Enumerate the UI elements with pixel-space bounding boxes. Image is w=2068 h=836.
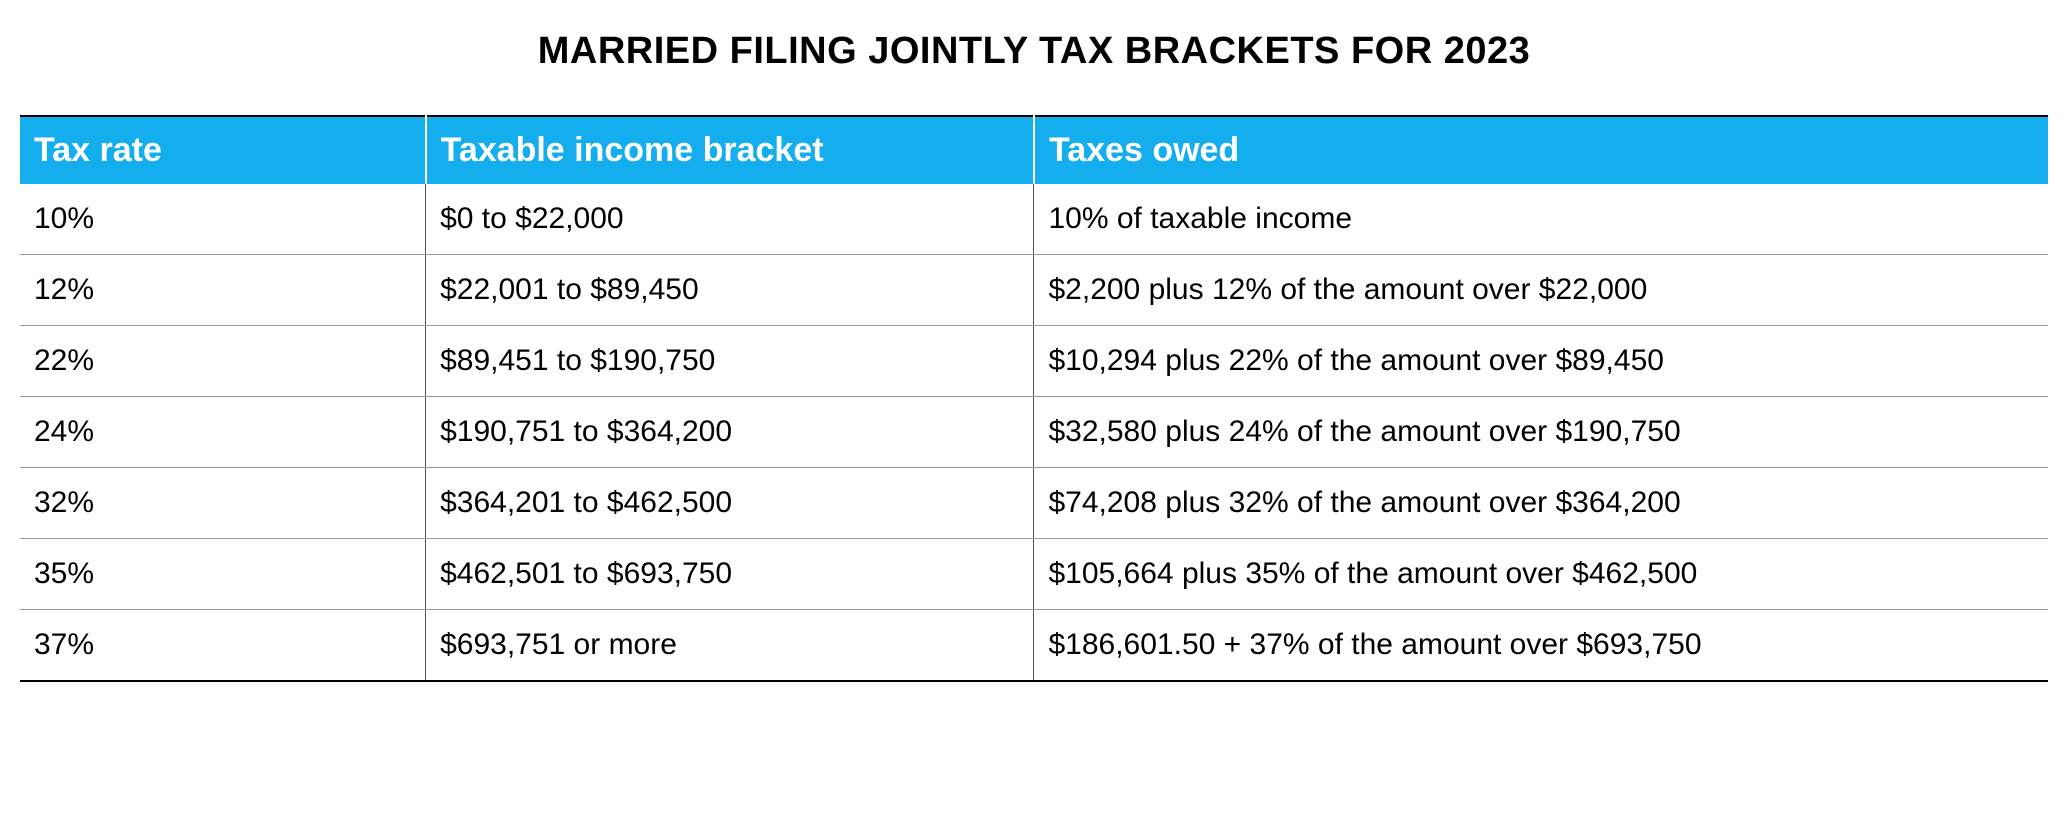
- tax-bracket-table: Tax rate Taxable income bracket Taxes ow…: [20, 115, 2048, 682]
- col-header-tax-rate: Tax rate: [20, 116, 426, 184]
- cell-income-bracket: $22,001 to $89,450: [426, 255, 1034, 326]
- page-title: MARRIED FILING JOINTLY TAX BRACKETS FOR …: [20, 30, 2048, 73]
- cell-income-bracket: $89,451 to $190,750: [426, 326, 1034, 397]
- cell-tax-rate: 24%: [20, 397, 426, 468]
- cell-income-bracket: $693,751 or more: [426, 610, 1034, 682]
- cell-taxes-owed: $10,294 plus 22% of the amount over $89,…: [1034, 326, 2048, 397]
- cell-taxes-owed: $2,200 plus 12% of the amount over $22,0…: [1034, 255, 2048, 326]
- table-row: 10% $0 to $22,000 10% of taxable income: [20, 184, 2048, 255]
- cell-tax-rate: 35%: [20, 539, 426, 610]
- cell-tax-rate: 32%: [20, 468, 426, 539]
- table-header-row: Tax rate Taxable income bracket Taxes ow…: [20, 116, 2048, 184]
- cell-tax-rate: 22%: [20, 326, 426, 397]
- col-header-taxes-owed: Taxes owed: [1034, 116, 2048, 184]
- table-row: 24% $190,751 to $364,200 $32,580 plus 24…: [20, 397, 2048, 468]
- cell-taxes-owed: $32,580 plus 24% of the amount over $190…: [1034, 397, 2048, 468]
- tax-bracket-table-wrap: Tax rate Taxable income bracket Taxes ow…: [20, 115, 2048, 682]
- table-row: 35% $462,501 to $693,750 $105,664 plus 3…: [20, 539, 2048, 610]
- cell-taxes-owed: $186,601.50 + 37% of the amount over $69…: [1034, 610, 2048, 682]
- table-row: 22% $89,451 to $190,750 $10,294 plus 22%…: [20, 326, 2048, 397]
- cell-income-bracket: $190,751 to $364,200: [426, 397, 1034, 468]
- cell-income-bracket: $0 to $22,000: [426, 184, 1034, 255]
- col-header-income-bracket: Taxable income bracket: [426, 116, 1034, 184]
- cell-tax-rate: 10%: [20, 184, 426, 255]
- cell-taxes-owed: $105,664 plus 35% of the amount over $46…: [1034, 539, 2048, 610]
- table-row: 12% $22,001 to $89,450 $2,200 plus 12% o…: [20, 255, 2048, 326]
- cell-tax-rate: 37%: [20, 610, 426, 682]
- cell-tax-rate: 12%: [20, 255, 426, 326]
- cell-taxes-owed: 10% of taxable income: [1034, 184, 2048, 255]
- cell-income-bracket: $364,201 to $462,500: [426, 468, 1034, 539]
- cell-taxes-owed: $74,208 plus 32% of the amount over $364…: [1034, 468, 2048, 539]
- table-row: 37% $693,751 or more $186,601.50 + 37% o…: [20, 610, 2048, 682]
- table-row: 32% $364,201 to $462,500 $74,208 plus 32…: [20, 468, 2048, 539]
- cell-income-bracket: $462,501 to $693,750: [426, 539, 1034, 610]
